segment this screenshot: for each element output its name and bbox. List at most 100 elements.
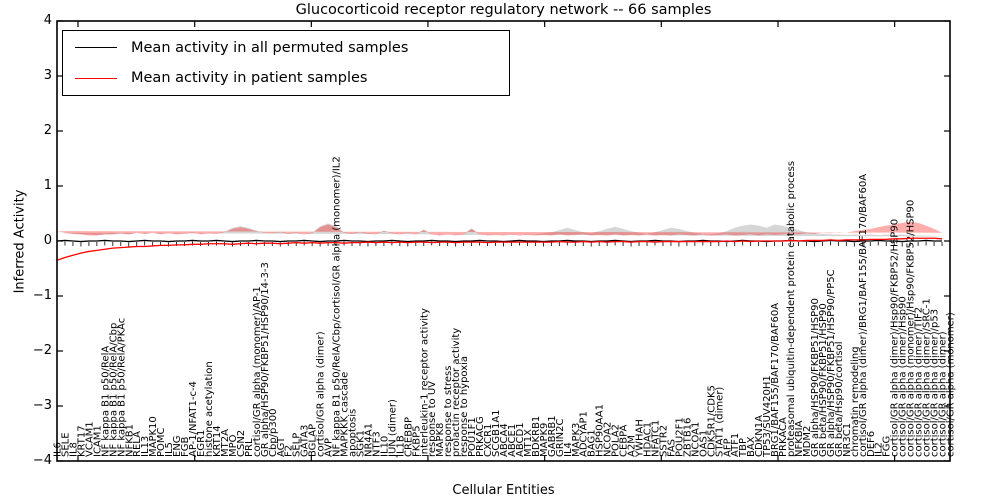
category-label: BGLAP <box>308 424 319 457</box>
category-label: JUN (dimer) <box>387 399 398 458</box>
y-tick-label: 3 <box>43 68 52 83</box>
category-label: POLA2 <box>611 424 622 457</box>
y-tick-label: 1 <box>43 178 52 193</box>
category-label: MPO <box>228 434 239 457</box>
category-label: AGT <box>276 436 287 457</box>
category-label: ABCE1 <box>507 424 518 457</box>
category-label: FAS <box>666 439 677 457</box>
category-label: MT1X <box>523 429 534 457</box>
category-label: GR alpha/HSP90/FKBP51/HSP90 <box>810 298 821 457</box>
category-label: cortisol/GR alpha (dimer)/TIF2 <box>914 307 925 457</box>
category-label: GABRB1 <box>547 415 558 457</box>
y-tick-label: −1 <box>32 288 52 303</box>
category-label: NR3C1 <box>842 423 853 457</box>
category-label: HSP90AA1 <box>595 404 606 457</box>
category-label: chromatin remodeling <box>850 346 861 457</box>
category-label: NF kappa B1 p50/RelA <box>100 346 111 457</box>
category-label: NF kappa B1 p50/RelA/Cbp/cortisol/GR alp… <box>332 156 343 457</box>
category-label: ICAM1 <box>92 425 103 457</box>
category-label: interleukin-1 receptor activity <box>419 308 430 457</box>
category-label: SCGB1A1 <box>491 409 502 457</box>
category-label: MAPK3 <box>571 423 582 457</box>
legend-label: Mean activity in all permuted samples <box>131 39 409 56</box>
category-label: STAT1 (dimer) <box>714 387 725 457</box>
category-label: IL2 <box>874 442 885 457</box>
category-label: CREBBP <box>403 417 414 457</box>
legend-item-permuted: Mean activity in all permuted samples <box>63 34 509 62</box>
y-tick-label: −3 <box>32 398 52 413</box>
category-label: NF kappa B1 p50/RelA/PKAc <box>116 318 127 457</box>
y-tick-label: 2 <box>43 123 52 138</box>
category-label: IL5 <box>164 442 175 457</box>
category-label: GR alpha/HSP90/FKBP51/HSP90/14-3-3 <box>260 262 271 457</box>
category-label: AFP <box>722 438 733 457</box>
category-label: GR beta/Hsp90/cortisol <box>834 342 845 458</box>
category-label: KRT14 <box>212 425 223 457</box>
category-label: BRG1/BAF155/BAF170/BAF60A <box>770 303 781 457</box>
category-label: BDKRB1 <box>531 416 542 457</box>
y-tick-label: 4 <box>43 13 52 28</box>
category-label: cortisol/GR alpha (monomer) <box>946 312 957 457</box>
category-label: MAPK9 <box>539 423 550 457</box>
category-label: cortisol/GR alpha (dimer) <box>316 331 327 457</box>
patient-line-swatch <box>75 77 117 79</box>
category-label: cortisol/GR alpha (dimer)/p53 <box>930 309 941 457</box>
category-label: OAS1 <box>698 430 709 457</box>
chart-title: Glucocorticoid receptor regulatory netwo… <box>295 2 712 18</box>
category-label: NTF3 <box>371 431 382 457</box>
x-axis-label: Cellular Entities <box>452 483 555 498</box>
category-label: ABCA4 <box>499 423 510 457</box>
category-label: NFKB1 <box>124 424 135 457</box>
category-label: MAPKKK cascade <box>340 372 351 457</box>
y-ticks <box>57 20 950 462</box>
category-label: POMC <box>156 427 167 457</box>
legend-label: Mean activity in patient samples <box>131 70 368 87</box>
category-label: MAPK8 <box>435 423 446 457</box>
permuted-point-markers <box>56 241 943 247</box>
category-label: AVP <box>324 438 335 457</box>
category-label: MT2A <box>220 429 231 457</box>
category-label: GATA3 <box>300 425 311 457</box>
category-label: F2 <box>284 445 295 457</box>
permuted-range-band <box>57 223 943 237</box>
category-label: POU2F1 <box>674 417 685 457</box>
category-label: IL10 <box>379 436 390 457</box>
legend-item-patient: Mean activity in patient samples <box>63 64 509 92</box>
category-label: CDKN1A <box>754 415 765 457</box>
category-label: BAX <box>746 436 757 457</box>
patient-range-band <box>57 221 943 236</box>
category-label: MAPK10 <box>148 416 159 457</box>
category-label: cortisol/GR alpha (dimer)/SRC-1 <box>922 298 933 457</box>
category-label: apoptosis <box>348 409 359 457</box>
category-label: CDK5R1/CDK5 <box>706 385 717 457</box>
category-label: NFKBIA <box>794 420 805 457</box>
category-label: MDM2 <box>802 426 813 457</box>
category-label: histone acetylation <box>204 361 215 457</box>
legend: Mean activity in all permuted samples Me… <box>62 30 510 96</box>
category-label: A2M <box>627 435 638 457</box>
category-label: cortisol/GR alpha (dimer)/Hsp90 <box>898 296 909 457</box>
category-label: SSTR2 <box>658 425 669 457</box>
category-label: ENG <box>172 435 183 457</box>
category-label: RELA <box>132 431 143 457</box>
category-label: cortisol/GR alpha (monomer)/AP-1 <box>252 286 263 457</box>
category-label: ABCD1 <box>515 422 526 457</box>
category-label: prolactin receptor activity <box>451 328 462 457</box>
category-label: PRKACG <box>475 416 486 457</box>
category-label: GR beta/HSP90/FKBP51/HSP90 <box>818 303 829 457</box>
category-label: FKBP5 <box>411 425 422 457</box>
category-label: Cbp/p300 <box>268 409 279 457</box>
y-tick-label: 0 <box>43 233 52 248</box>
category-label: cortisol/GR alpha (dimer)/BRG1/BAF155/BA… <box>858 174 869 457</box>
x-ticks <box>77 21 896 461</box>
category-label: KRT17 <box>76 425 87 457</box>
category-label: IL6 <box>53 442 64 457</box>
category-label: NCOA1 <box>690 422 701 457</box>
category-label: IL13 <box>140 436 151 457</box>
category-label: AP-1/NFAT1-c-4 <box>188 381 199 457</box>
category-label: ATF1 <box>730 433 741 457</box>
category-label: cortisol/GR alpha (monomer)/Hsp90/FKBP52… <box>906 200 917 457</box>
category-label: TBP <box>738 438 749 458</box>
